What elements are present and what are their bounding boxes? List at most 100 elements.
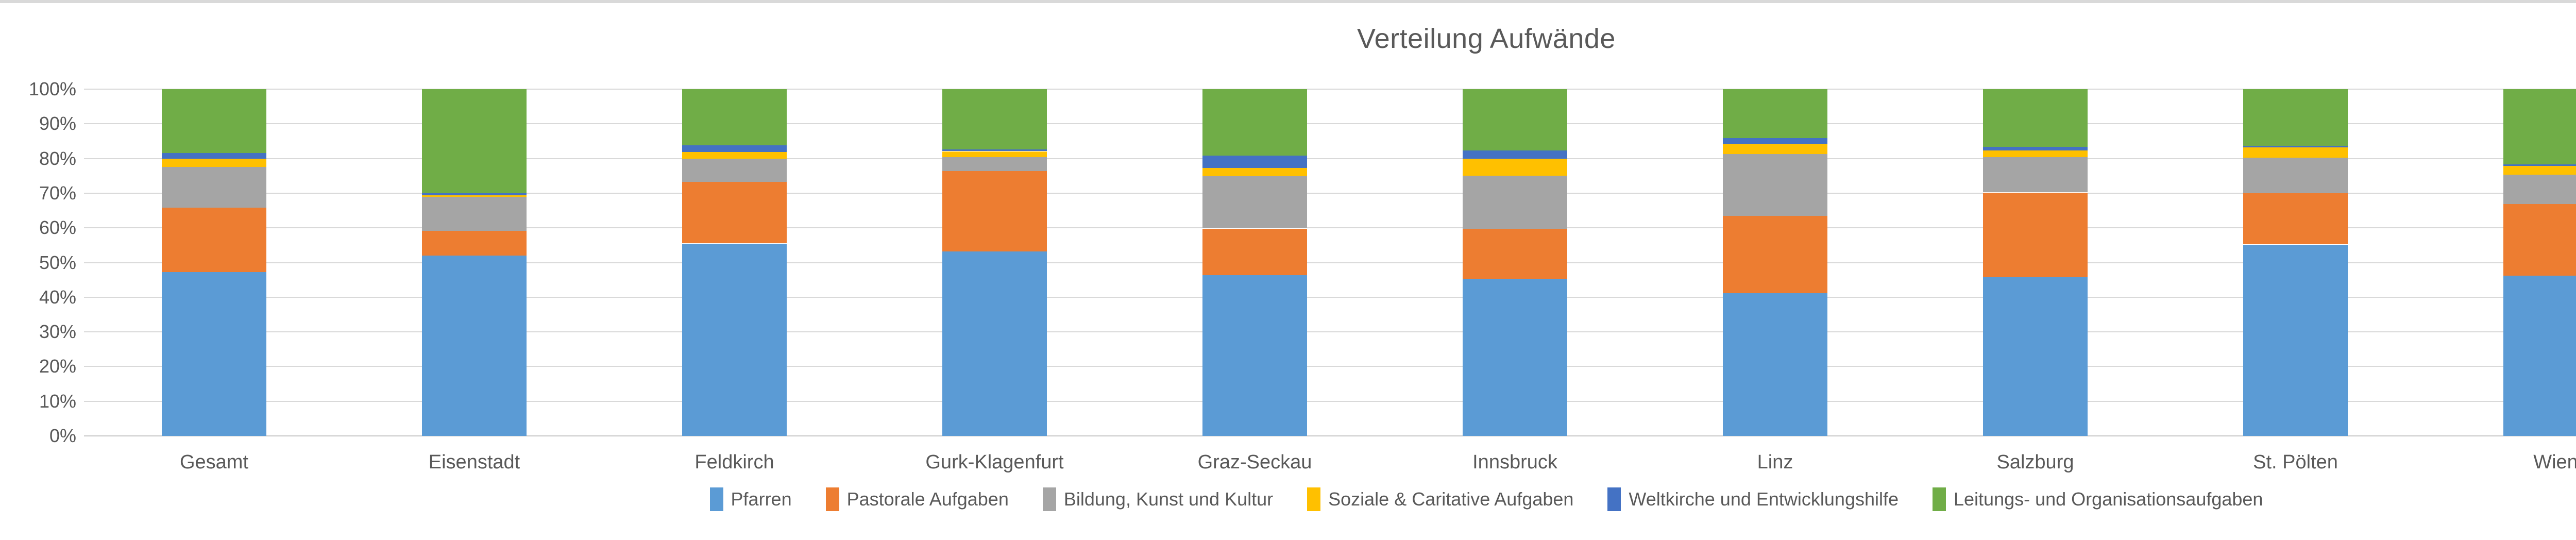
bar-segment bbox=[1202, 156, 1307, 168]
legend-label: Bildung, Kunst und Kultur bbox=[1063, 488, 1274, 510]
bar-segment bbox=[1463, 279, 1567, 436]
legend-label: Weltkirche und Entwicklungshilfe bbox=[1629, 488, 1899, 510]
legend-item: Leitungs- und Organisationsaufgaben bbox=[1933, 487, 2263, 511]
bar-segment bbox=[682, 145, 787, 152]
bar-segment bbox=[942, 151, 1047, 157]
legend-item: Weltkirche und Entwicklungshilfe bbox=[1607, 487, 1899, 511]
gridline bbox=[84, 123, 2576, 125]
bar-segment bbox=[1723, 216, 1827, 294]
bar-segment bbox=[162, 159, 266, 167]
bar-segment bbox=[682, 158, 787, 182]
bar-segment bbox=[422, 195, 527, 197]
chart-title: Verteilung Aufwände bbox=[1357, 23, 1616, 54]
legend-marker-icon bbox=[1042, 487, 1056, 511]
x-category-label: Linz bbox=[1757, 451, 1793, 473]
bar-segment bbox=[1983, 146, 2088, 151]
gridline bbox=[84, 262, 2576, 263]
bar-segment bbox=[1463, 175, 1567, 229]
bar-segment bbox=[1983, 192, 2088, 278]
legend-label: Pastorale Aufgaben bbox=[846, 488, 1009, 510]
bar-segment bbox=[1202, 168, 1307, 176]
y-axis-tick-label: 50% bbox=[39, 251, 76, 273]
legend-marker-icon bbox=[825, 487, 839, 511]
gridline bbox=[84, 192, 2576, 194]
bar-segment bbox=[2243, 146, 2348, 148]
window-top-edge bbox=[0, 0, 2576, 3]
bar-segment bbox=[1723, 138, 1827, 144]
bar-segment bbox=[2243, 147, 2348, 158]
bar-segment bbox=[682, 243, 787, 436]
x-category-label: Graz-Seckau bbox=[1197, 451, 1312, 473]
x-category-label: Eisenstadt bbox=[428, 451, 520, 473]
y-axis-tick-label: 90% bbox=[39, 113, 76, 134]
bar-segment bbox=[1202, 275, 1307, 436]
y-axis-tick-label: 0% bbox=[49, 425, 76, 446]
bar-segment bbox=[1463, 228, 1567, 279]
bar-segment bbox=[422, 193, 527, 195]
legend-marker-icon bbox=[709, 487, 723, 511]
bar-segment bbox=[942, 157, 1047, 171]
legend-item: Pfarren bbox=[709, 487, 792, 511]
gridline bbox=[84, 400, 2576, 402]
y-axis-tick-label: 80% bbox=[39, 147, 76, 169]
bar-segment bbox=[2503, 89, 2576, 164]
bar-segment bbox=[162, 166, 266, 208]
bar-segment bbox=[2503, 166, 2576, 175]
bar-segment bbox=[682, 182, 787, 244]
legend: Pfarren Pastorale Aufgaben Bildung, Kunst … bbox=[0, 487, 2576, 511]
y-axis-tick-label: 100% bbox=[28, 78, 76, 99]
y-axis-tick-label: 40% bbox=[39, 286, 76, 308]
x-category-label: Salzburg bbox=[1996, 451, 2074, 473]
legend-label: Soziale & Caritative Aufgaben bbox=[1328, 488, 1574, 510]
bar-segment bbox=[1983, 150, 2088, 157]
legend-label: Pfarren bbox=[731, 488, 792, 510]
bar-segment bbox=[422, 196, 527, 231]
bar-segment bbox=[1983, 89, 2088, 147]
bar-segment bbox=[422, 231, 527, 256]
legend-marker-icon bbox=[1307, 487, 1321, 511]
bar-segment bbox=[2243, 193, 2348, 245]
gridline bbox=[84, 331, 2576, 333]
x-category-label: Innsbruck bbox=[1472, 451, 1557, 473]
bar-segment bbox=[1463, 150, 1567, 159]
bar-segment bbox=[422, 256, 527, 436]
gridline bbox=[84, 296, 2576, 298]
plot-area bbox=[84, 89, 2576, 436]
bar-segment bbox=[162, 272, 266, 436]
gridline bbox=[84, 158, 2576, 159]
x-category-label: Gesamt bbox=[179, 451, 249, 473]
x-category-label: St. Pölten bbox=[2253, 451, 2338, 473]
x-category-label: Gurk-Klagenfurt bbox=[925, 451, 1064, 473]
bar-segment bbox=[942, 89, 1047, 150]
gridline bbox=[84, 227, 2576, 229]
bar-segment bbox=[2243, 158, 2348, 193]
bar-segment bbox=[422, 89, 527, 193]
bar-segment bbox=[162, 153, 266, 159]
y-axis-tick-label: 60% bbox=[39, 217, 76, 239]
bar-segment bbox=[162, 208, 266, 272]
x-category-label: Wien bbox=[2533, 451, 2576, 473]
bar-segment bbox=[1202, 228, 1307, 275]
bar-segment bbox=[1983, 157, 2088, 193]
y-axis-tick-label: 30% bbox=[39, 321, 76, 343]
bar-segment bbox=[162, 89, 266, 153]
bar-segment bbox=[2503, 276, 2576, 436]
bar-segment bbox=[1723, 293, 1827, 436]
bar-segment bbox=[1463, 89, 1567, 151]
bar-segment bbox=[2503, 204, 2576, 276]
y-axis-tick-label: 20% bbox=[39, 356, 76, 377]
y-axis-tick-label: 10% bbox=[39, 390, 76, 412]
bar-segment bbox=[1723, 89, 1827, 138]
y-axis-tick-label: 70% bbox=[39, 182, 76, 204]
bar-segment bbox=[2503, 164, 2576, 166]
bar-segment bbox=[2243, 244, 2348, 436]
bar-segment bbox=[1983, 277, 2088, 436]
bar-segment bbox=[1202, 89, 1307, 156]
legend-marker-icon bbox=[1933, 487, 1946, 511]
legend-item: Bildung, Kunst und Kultur bbox=[1042, 487, 1274, 511]
bar-segment bbox=[1463, 158, 1567, 176]
bar-segment bbox=[942, 149, 1047, 151]
legend-marker-icon bbox=[1607, 487, 1621, 511]
bar-segment bbox=[1723, 154, 1827, 216]
